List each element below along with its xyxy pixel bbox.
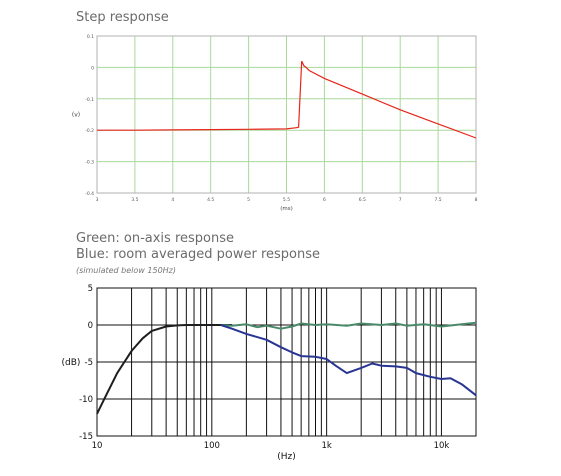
- x-tick-label: 6.5: [359, 197, 366, 203]
- freq-chart-title-line1: Green: on-axis response: [76, 231, 234, 246]
- y-tick-label: 0.1: [87, 34, 94, 40]
- simulated-low-frequency-line: [96, 324, 232, 415]
- x-tick-label: 8: [475, 197, 478, 203]
- y-tick-label: -0.4: [85, 191, 94, 197]
- x-axis-label: (ms): [280, 206, 293, 212]
- x-tick-label: 6: [323, 197, 326, 203]
- step-response-chart: 3 3.5 4 4.5 5 5.5 6 6.5 7 7.5 8 0.1 0 -0.1 -0.2 -0.3 -0.…: [72, 34, 478, 212]
- x-tick-label: 1k: [321, 441, 331, 451]
- plot-frame: [96, 287, 477, 437]
- y-tick-label: -5: [85, 358, 93, 368]
- x-tick-label: 5.5: [283, 197, 290, 203]
- x-tick-label: 7: [399, 197, 402, 203]
- x-tick-label: 3: [96, 197, 99, 203]
- y-tick-label: 0: [88, 321, 93, 331]
- y-tick-label: -0.2: [85, 128, 94, 134]
- x-tick-label: 10: [92, 441, 103, 451]
- frequency-response-chart: 10 100 1k 10k 5 0 -5 -10 -15 (Hz) (dB): [62, 284, 477, 462]
- x-tick-label: 4: [171, 197, 174, 203]
- freq-chart-note: (simulated below 150Hz): [76, 266, 176, 275]
- y-tick-label: 5: [88, 284, 93, 294]
- x-tick-label: 7.5: [435, 197, 442, 203]
- on-axis-response-line: [220, 321, 477, 330]
- power-response-line: [220, 324, 477, 397]
- x-tick-label: 100: [204, 441, 220, 451]
- y-tick-label: -15: [79, 432, 93, 442]
- freq-chart-title-line2: Blue: room averaged power response: [76, 247, 321, 262]
- y-tick-label: -10: [79, 395, 93, 405]
- x-tick-label: 5: [247, 197, 250, 203]
- x-axis-label: (Hz): [277, 452, 296, 462]
- x-tick-label: 3.5: [131, 197, 138, 203]
- y-axis-label: (v): [72, 112, 80, 119]
- step-chart-title: Step response: [76, 10, 169, 25]
- y-tick-label: -0.3: [85, 160, 94, 166]
- x-tick-label: 4.5: [207, 197, 214, 203]
- y-axis-label: (dB): [62, 358, 81, 368]
- y-tick-label: 0: [91, 65, 94, 71]
- x-tick-label: 10k: [434, 441, 450, 451]
- y-tick-label: -0.1: [85, 97, 94, 103]
- step-response-line: [97, 60, 477, 139]
- plot-frame: [96, 35, 477, 194]
